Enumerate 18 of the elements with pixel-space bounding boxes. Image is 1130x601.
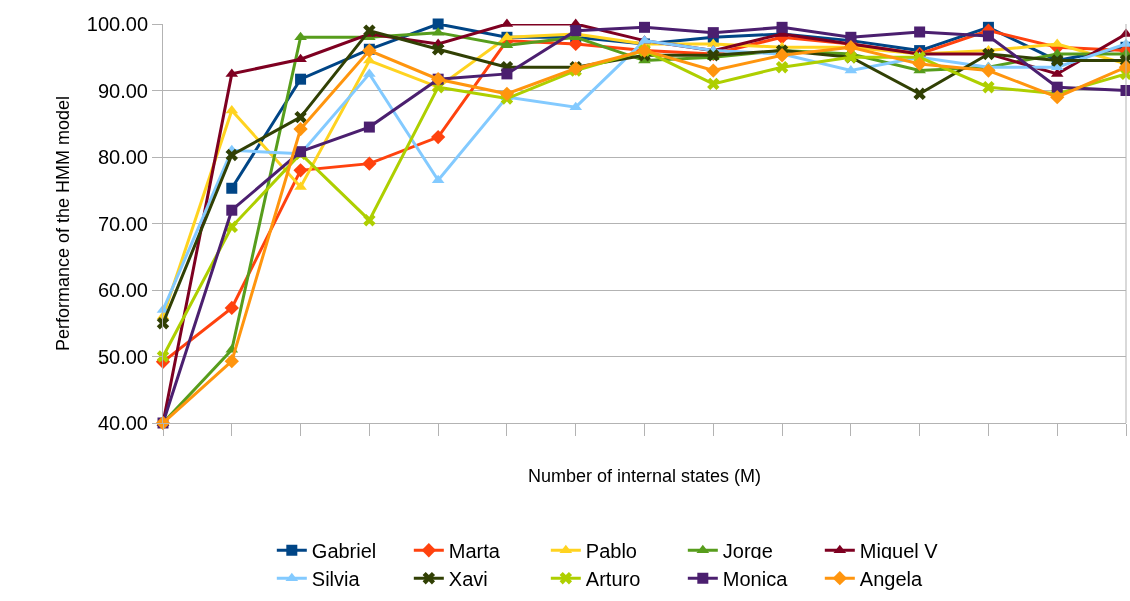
legend-label: Pablo [585, 540, 637, 563]
legend-label: Xavi [448, 567, 488, 590]
y-tick-label: 40.00 [97, 412, 148, 434]
legend-label: Arturo [585, 567, 641, 590]
legend-label: Silvia [311, 567, 361, 590]
legend-label: Miguel V [859, 540, 939, 563]
y-tick-label: 50.00 [97, 345, 148, 368]
x-axis-title: Number of internal states (M) [527, 465, 762, 486]
legend-label: Marta [448, 540, 501, 563]
legend-label: Angela [859, 567, 923, 590]
y-axis-title: Performance of the HMM model [53, 95, 74, 352]
y-tick-label: 70.00 [97, 212, 148, 235]
y-tick-label: 100.00 [86, 13, 148, 35]
y-tick-label: 80.00 [97, 146, 148, 168]
y-tick-label: 60.00 [97, 279, 148, 301]
y-tick-label: 90.00 [97, 79, 148, 102]
legend-label: Gabriel [311, 540, 377, 563]
legend-label: Monica [722, 567, 789, 590]
